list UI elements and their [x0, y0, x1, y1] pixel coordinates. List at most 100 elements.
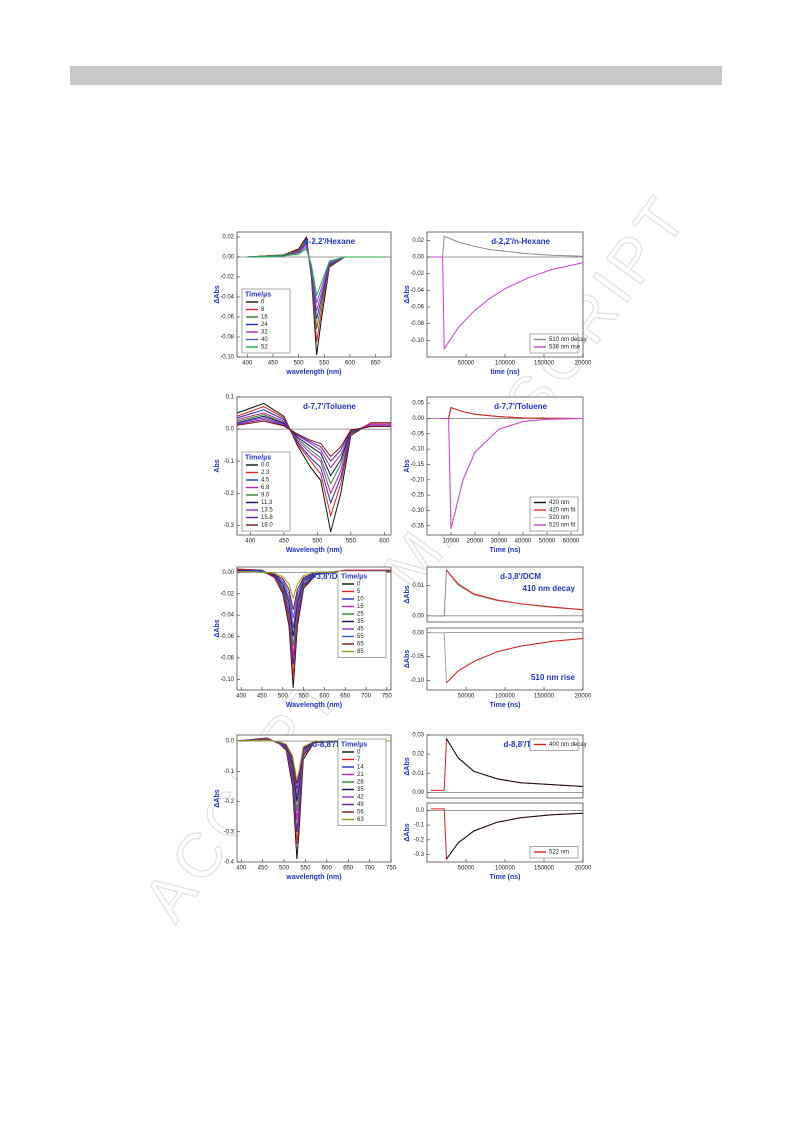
x-tick-label: 50000	[458, 694, 475, 700]
legend-label: 85	[357, 649, 364, 655]
x-tick-label: 50000	[539, 539, 556, 545]
x-tick-label: 400	[245, 539, 256, 545]
x-tick-label: 500	[312, 539, 323, 545]
chart-title: d-7,7'/Toluene	[303, 402, 356, 411]
x-tick-label: 150000	[534, 694, 555, 700]
y-tick-label: -0.10	[220, 355, 234, 361]
series-line	[439, 407, 584, 419]
y-axis-label: ΔAbs	[404, 285, 411, 303]
y-axis-label: ΔAbs	[404, 757, 411, 775]
chart-title: d-8,8'/Tol	[312, 740, 346, 749]
series-line	[446, 569, 584, 611]
y-axis-label: ΔAbs	[214, 619, 221, 637]
y-tick-label: -0.2	[224, 799, 235, 805]
x-tick-label: 450	[279, 539, 290, 545]
x-tick-label: 20000	[575, 694, 592, 700]
series-line	[247, 248, 386, 297]
legend-label: 6.8	[261, 485, 270, 491]
x-tick-label: 750	[382, 694, 393, 700]
y-tick-label: 0.01	[412, 771, 424, 777]
y-tick-label: 0.00	[222, 570, 234, 576]
legend-label: 9.0	[261, 493, 270, 499]
y-tick-label: 0.05	[412, 401, 424, 407]
legend-label: 2.3	[261, 470, 270, 476]
y-tick-label: -0.15	[410, 462, 424, 468]
y-tick-label: -0.04	[220, 613, 234, 619]
legend-label: 42	[357, 795, 364, 801]
y-tick-label: 0.0	[226, 739, 235, 745]
x-axis-label: wavelength (nm)	[285, 874, 341, 881]
chart-title: d-3,8'/DCM	[500, 572, 541, 581]
legend-label: 510 nm decay	[549, 337, 587, 343]
y-tick-label: -0.2	[224, 491, 235, 497]
legend-box	[529, 738, 579, 751]
y-tick-label: 0.00	[412, 790, 424, 796]
legend-label: 0	[357, 750, 361, 756]
x-tick-label: 550	[299, 694, 310, 700]
legend-label: 10	[357, 597, 364, 603]
legend-label: 4.5	[261, 478, 270, 484]
legend-label: 16	[261, 315, 268, 321]
y-tick-label: -0.02	[410, 271, 424, 277]
x-tick-label: 450	[258, 866, 269, 872]
x-tick-label: 550	[300, 866, 311, 872]
legend-label: 15	[357, 604, 364, 610]
x-tick-label: 150000	[534, 361, 555, 367]
y-tick-label: 0.03	[412, 733, 424, 739]
annotation: 510 nm rise	[531, 673, 576, 682]
x-tick-label: 150000	[534, 866, 555, 872]
legend-label: 55	[357, 634, 364, 640]
series-line	[446, 638, 584, 684]
legend-label: 65	[357, 642, 364, 648]
x-axis-label: Wavelength (nm)	[286, 702, 342, 709]
x-axis-label: Wavelength (nm)	[286, 547, 342, 554]
x-tick-label: 60000	[563, 539, 580, 545]
y-axis-label: Abs	[404, 459, 411, 472]
legend-title: Time/µs	[341, 573, 367, 580]
y-tick-label: 0.01	[412, 583, 424, 589]
y-axis-label: Abs	[214, 459, 221, 472]
legend-label: 49	[357, 802, 364, 808]
legend-label: 522 nm	[549, 850, 569, 856]
legend-label: 420 nm	[549, 500, 569, 506]
legend-label: 40	[261, 337, 268, 343]
x-tick-label: 600	[322, 866, 333, 872]
y-tick-label: -0.04	[220, 295, 234, 301]
chart-title: d-3,8'/DCM	[309, 572, 350, 581]
x-tick-label: 700	[365, 866, 376, 872]
x-tick-label: 100000	[495, 361, 516, 367]
legend-label: 420 nm fit	[549, 508, 576, 514]
legend-label: 14	[357, 765, 364, 771]
y-tick-label: 0.1	[226, 395, 235, 401]
series-line	[430, 256, 584, 351]
x-tick-label: 30000	[491, 539, 508, 545]
x-axis-label: Time (ns)	[490, 547, 521, 554]
series-line	[236, 402, 391, 532]
y-tick-label: -0.1	[414, 823, 425, 829]
y-tick-label: -0.06	[410, 305, 424, 311]
legend-label: 400 nm decay	[549, 742, 587, 748]
x-tick-label: 650	[371, 361, 382, 367]
x-tick-label: 500	[278, 694, 289, 700]
x-tick-label: 450	[268, 361, 279, 367]
legend-label: 5	[357, 589, 361, 595]
y-tick-label: -0.10	[410, 678, 424, 684]
legend-label: 7	[357, 757, 361, 763]
y-tick-label: 0.02	[222, 235, 234, 241]
legend-label: 520 nm fit	[549, 523, 576, 529]
y-tick-label: -0.3	[224, 523, 235, 529]
legend-label: 32	[261, 330, 268, 336]
legend-label: 21	[357, 772, 364, 778]
x-tick-label: 600	[319, 694, 330, 700]
legend-label: 520 nm	[549, 515, 569, 521]
y-tick-label: 0.02	[412, 752, 424, 758]
x-tick-label: 650	[343, 866, 354, 872]
legend-title: Time/µs	[341, 741, 367, 748]
legend-label: 0	[261, 300, 265, 306]
y-tick-label: -0.06	[220, 315, 234, 321]
y-axis-label: ΔAbs	[404, 823, 411, 841]
x-tick-label: 700	[361, 694, 372, 700]
plot-frame	[426, 566, 584, 623]
x-tick-label: 20000	[467, 539, 484, 545]
